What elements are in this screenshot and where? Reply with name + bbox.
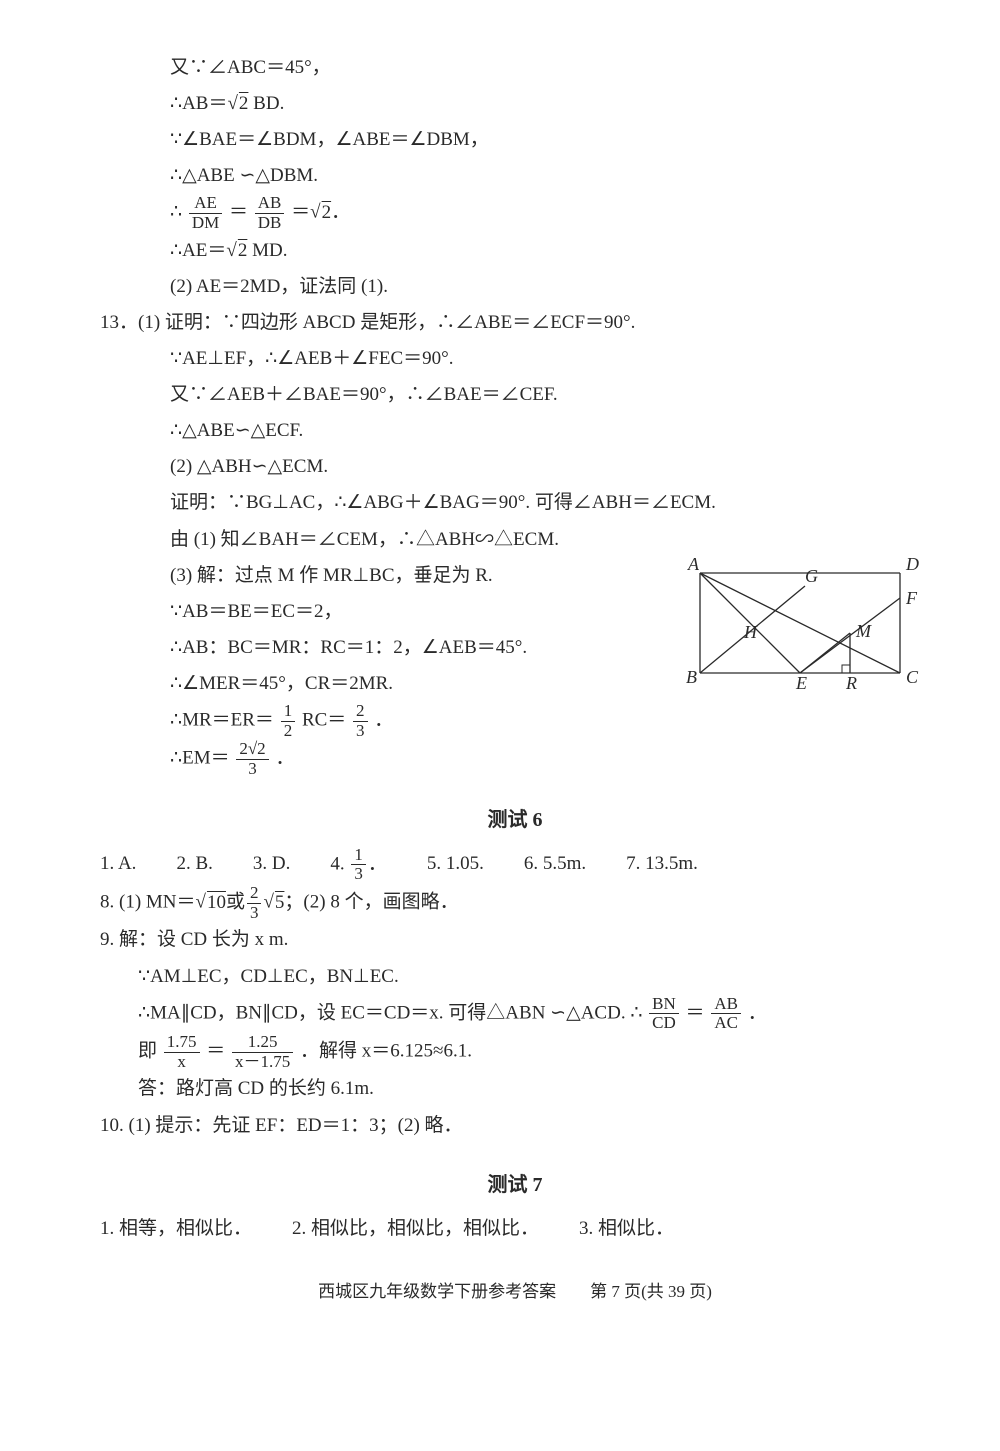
txt: ∴: [170, 202, 182, 223]
p13-l13: ∴EM＝ 2√23 ．: [100, 740, 680, 778]
t6-q10: 10. (1) 提示：先证 EF：ED＝1：3；(2) 略．: [100, 1108, 930, 1144]
t6-q9-l2: ∵AM⊥EC，CD⊥EC，BN⊥EC.: [100, 959, 930, 995]
p13-l7: 由 (1) 知∠BAH＝∠CEM，∴△ABH∽△ECM.: [100, 522, 930, 558]
section-title-6: 测试 6: [100, 803, 930, 832]
txt: ∴MR＝ER＝: [170, 710, 274, 731]
t7-a2: 2. 相似比，相似比，相似比．: [292, 1211, 539, 1247]
t6-q9-l3: ∴MA∥CD，BN∥CD，设 EC＝CD＝x. 可得△ABN ∽△ACD. ∴ …: [100, 995, 930, 1033]
txt: MD.: [252, 240, 287, 261]
txt: ＝: [229, 202, 248, 223]
svg-text:H: H: [743, 622, 758, 642]
txt: ∴AE＝: [170, 240, 226, 261]
frac: ABDB: [255, 194, 285, 232]
txt: RC＝: [302, 710, 346, 731]
p12-l5: ∴ AEDM ＝ ABDB ＝√2．: [100, 194, 930, 232]
frac: AEDM: [189, 194, 222, 232]
p12-l3: ∵∠BAE＝∠BDM，∠ABE＝∠DBM，: [100, 122, 930, 158]
t6-a3: 3. D.: [253, 846, 290, 884]
txt: ．: [331, 202, 350, 223]
t6-q9-l1: 9. 解：设 CD 长为 x m.: [100, 922, 930, 958]
p13-l3: 又∵∠AEB＋∠BAE＝90°，∴∠BAE＝∠CEF.: [100, 377, 930, 413]
frac: 23: [353, 702, 368, 740]
t6-a6: 6. 5.5m.: [524, 846, 586, 884]
p13-l1: 13．(1) 证明：∵四边形 ABCD 是矩形，∴∠ABE＝∠ECF＝90°.: [100, 305, 930, 341]
t6-a7: 7. 13.5m.: [626, 846, 698, 884]
t6-q9-l4: 即 1.75x ＝ 1.25x－1.75 ．解得 x＝6.125≈6.1.: [100, 1033, 930, 1071]
sqrt-val: 2: [321, 202, 332, 223]
t6-a1: 1. A.: [100, 846, 136, 884]
page-footer: 西城区九年级数学下册参考答案 第 7 页(共 39 页): [100, 1277, 930, 1302]
t6-q9-l5: 答：路灯高 CD 的长约 6.1m.: [100, 1071, 930, 1107]
geometry-diagram: A D B C E R F G H M: [680, 558, 930, 779]
sqrt-val: 2: [238, 93, 249, 114]
footer-left: 西城区九年级数学下册参考答案: [318, 1282, 556, 1301]
sqrt-val: 2: [237, 240, 248, 261]
p12-l7: (2) AE＝2MD，证法同 (1).: [100, 269, 930, 305]
svg-text:E: E: [795, 673, 807, 693]
t7-a1: 1. 相等，相似比．: [100, 1211, 252, 1247]
t7-a3: 3. 相似比．: [579, 1211, 674, 1247]
t7-row1: 1. 相等，相似比． 2. 相似比，相似比，相似比． 3. 相似比．: [100, 1211, 930, 1247]
t6-a5: 5. 1.05.: [427, 846, 484, 884]
p12-l4: ∴△ABE ∽△DBM.: [100, 158, 930, 194]
txt: ＝: [291, 202, 310, 223]
txt: ．: [275, 748, 294, 769]
p13-l12: ∴MR＝ER＝ 12 RC＝ 23 ．: [100, 702, 680, 740]
txt: ．: [374, 710, 393, 731]
p13-l6: 证明：∵BG⊥AC，∴∠ABG＋∠BAG＝90°. 可得∠ABH＝∠ECM.: [100, 485, 930, 521]
section-title-7: 测试 7: [100, 1168, 930, 1197]
p13-l10: ∴AB：BC＝MR：RC＝1：2，∠AEB＝45°.: [100, 630, 680, 666]
p12-l1: 又∵∠ABC＝45°，: [100, 50, 930, 86]
txt: ∴AB＝: [170, 93, 227, 114]
svg-text:R: R: [845, 673, 857, 693]
p13-l5: (2) △ABH∽△ECM.: [100, 449, 930, 485]
t6-a2: 2. B.: [176, 846, 212, 884]
svg-text:C: C: [906, 667, 919, 687]
svg-text:G: G: [805, 566, 818, 586]
p13-l2: ∵AE⊥EF，∴∠AEB＋∠FEC＝90°.: [100, 341, 930, 377]
frac: 2√23: [236, 740, 268, 778]
p12-l6: ∴AE＝√2 MD.: [100, 233, 930, 269]
svg-text:M: M: [855, 621, 872, 641]
footer-right: 第 7 页(共 39 页): [590, 1282, 712, 1301]
txt: ∴EM＝: [170, 748, 230, 769]
t6-a8: 8. (1) MN＝√10或23√5；(2) 8 个，画图略．: [100, 884, 930, 922]
t6-a4: 4. 13．: [330, 846, 387, 884]
p12-l2: ∴AB＝√2 BD.: [100, 86, 930, 122]
p13-l8: (3) 解：过点 M 作 MR⊥BC，垂足为 R.: [100, 558, 680, 594]
svg-text:A: A: [687, 558, 700, 574]
frac: 12: [281, 702, 296, 740]
p13-l9: ∵AB＝BE＝EC＝2，: [100, 594, 680, 630]
svg-text:B: B: [686, 667, 697, 687]
p13-l4: ∴△ABE∽△ECF.: [100, 413, 930, 449]
t6-row1: 1. A. 2. B. 3. D. 4. 13． 5. 1.05. 6. 5.5…: [100, 846, 930, 884]
svg-text:D: D: [905, 558, 919, 574]
svg-text:F: F: [905, 588, 918, 608]
p13-l11: ∴∠MER＝45°，CR＝2MR.: [100, 666, 680, 702]
txt: BD.: [253, 93, 284, 114]
